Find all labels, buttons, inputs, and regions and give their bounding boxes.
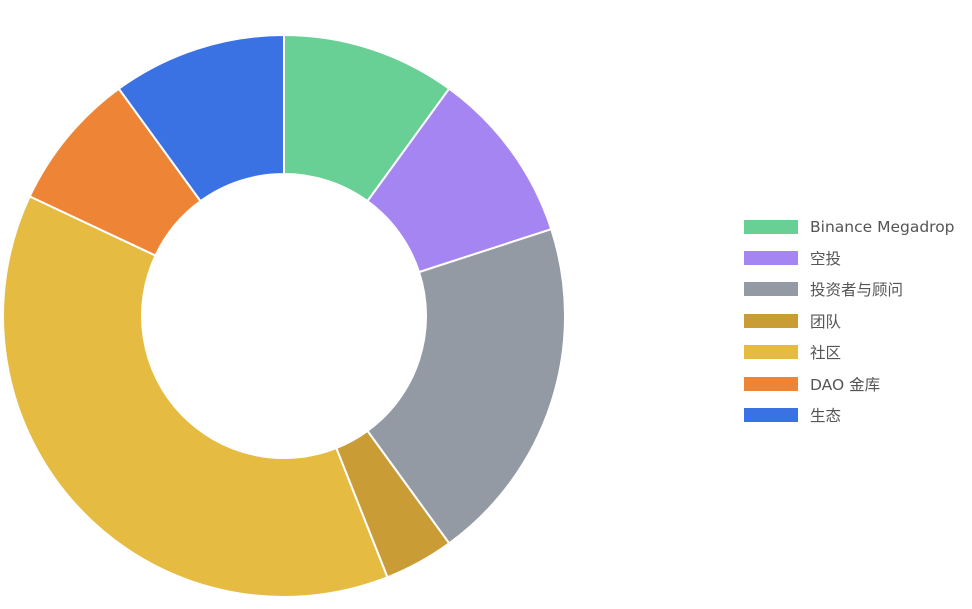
- donut-slice-3[interactable]: [366, 228, 566, 545]
- legend-label: 社区: [810, 344, 842, 363]
- legend-swatch: [744, 219, 798, 234]
- legend-swatch: [744, 345, 798, 360]
- legend-label: 空投: [810, 250, 842, 269]
- legend-label: DAO 金库: [810, 375, 881, 394]
- legend-item-3[interactable]: 投资者与顾问: [744, 274, 955, 305]
- legend-label: 生态: [810, 407, 842, 426]
- chart-legend: Binance Megadrop 空投投资者与顾问 团队社区 DAO 金库 生态: [744, 211, 955, 431]
- donut-slice-7[interactable]: [117, 34, 285, 203]
- legend-item-2[interactable]: 空投: [744, 242, 955, 273]
- legend-label: Binance Megadrop: [810, 217, 955, 236]
- legend-item-1[interactable]: Binance Megadrop: [744, 211, 955, 242]
- legend-item-5[interactable]: 社区: [744, 337, 955, 368]
- donut-slice-5[interactable]: [2, 195, 389, 598]
- donut-chart: [2, 34, 566, 598]
- legend-item-6[interactable]: DAO 金库: [744, 368, 955, 399]
- legend-swatch: [744, 313, 798, 328]
- legend-swatch: [744, 282, 798, 297]
- legend-item-4[interactable]: 团队: [744, 305, 955, 336]
- legend-label: 投资者与顾问: [810, 281, 904, 300]
- legend-label: 团队: [810, 312, 842, 331]
- legend-swatch: [744, 376, 798, 391]
- legend-swatch: [744, 251, 798, 266]
- legend-item-7[interactable]: 生态: [744, 399, 955, 430]
- legend-swatch: [744, 408, 798, 423]
